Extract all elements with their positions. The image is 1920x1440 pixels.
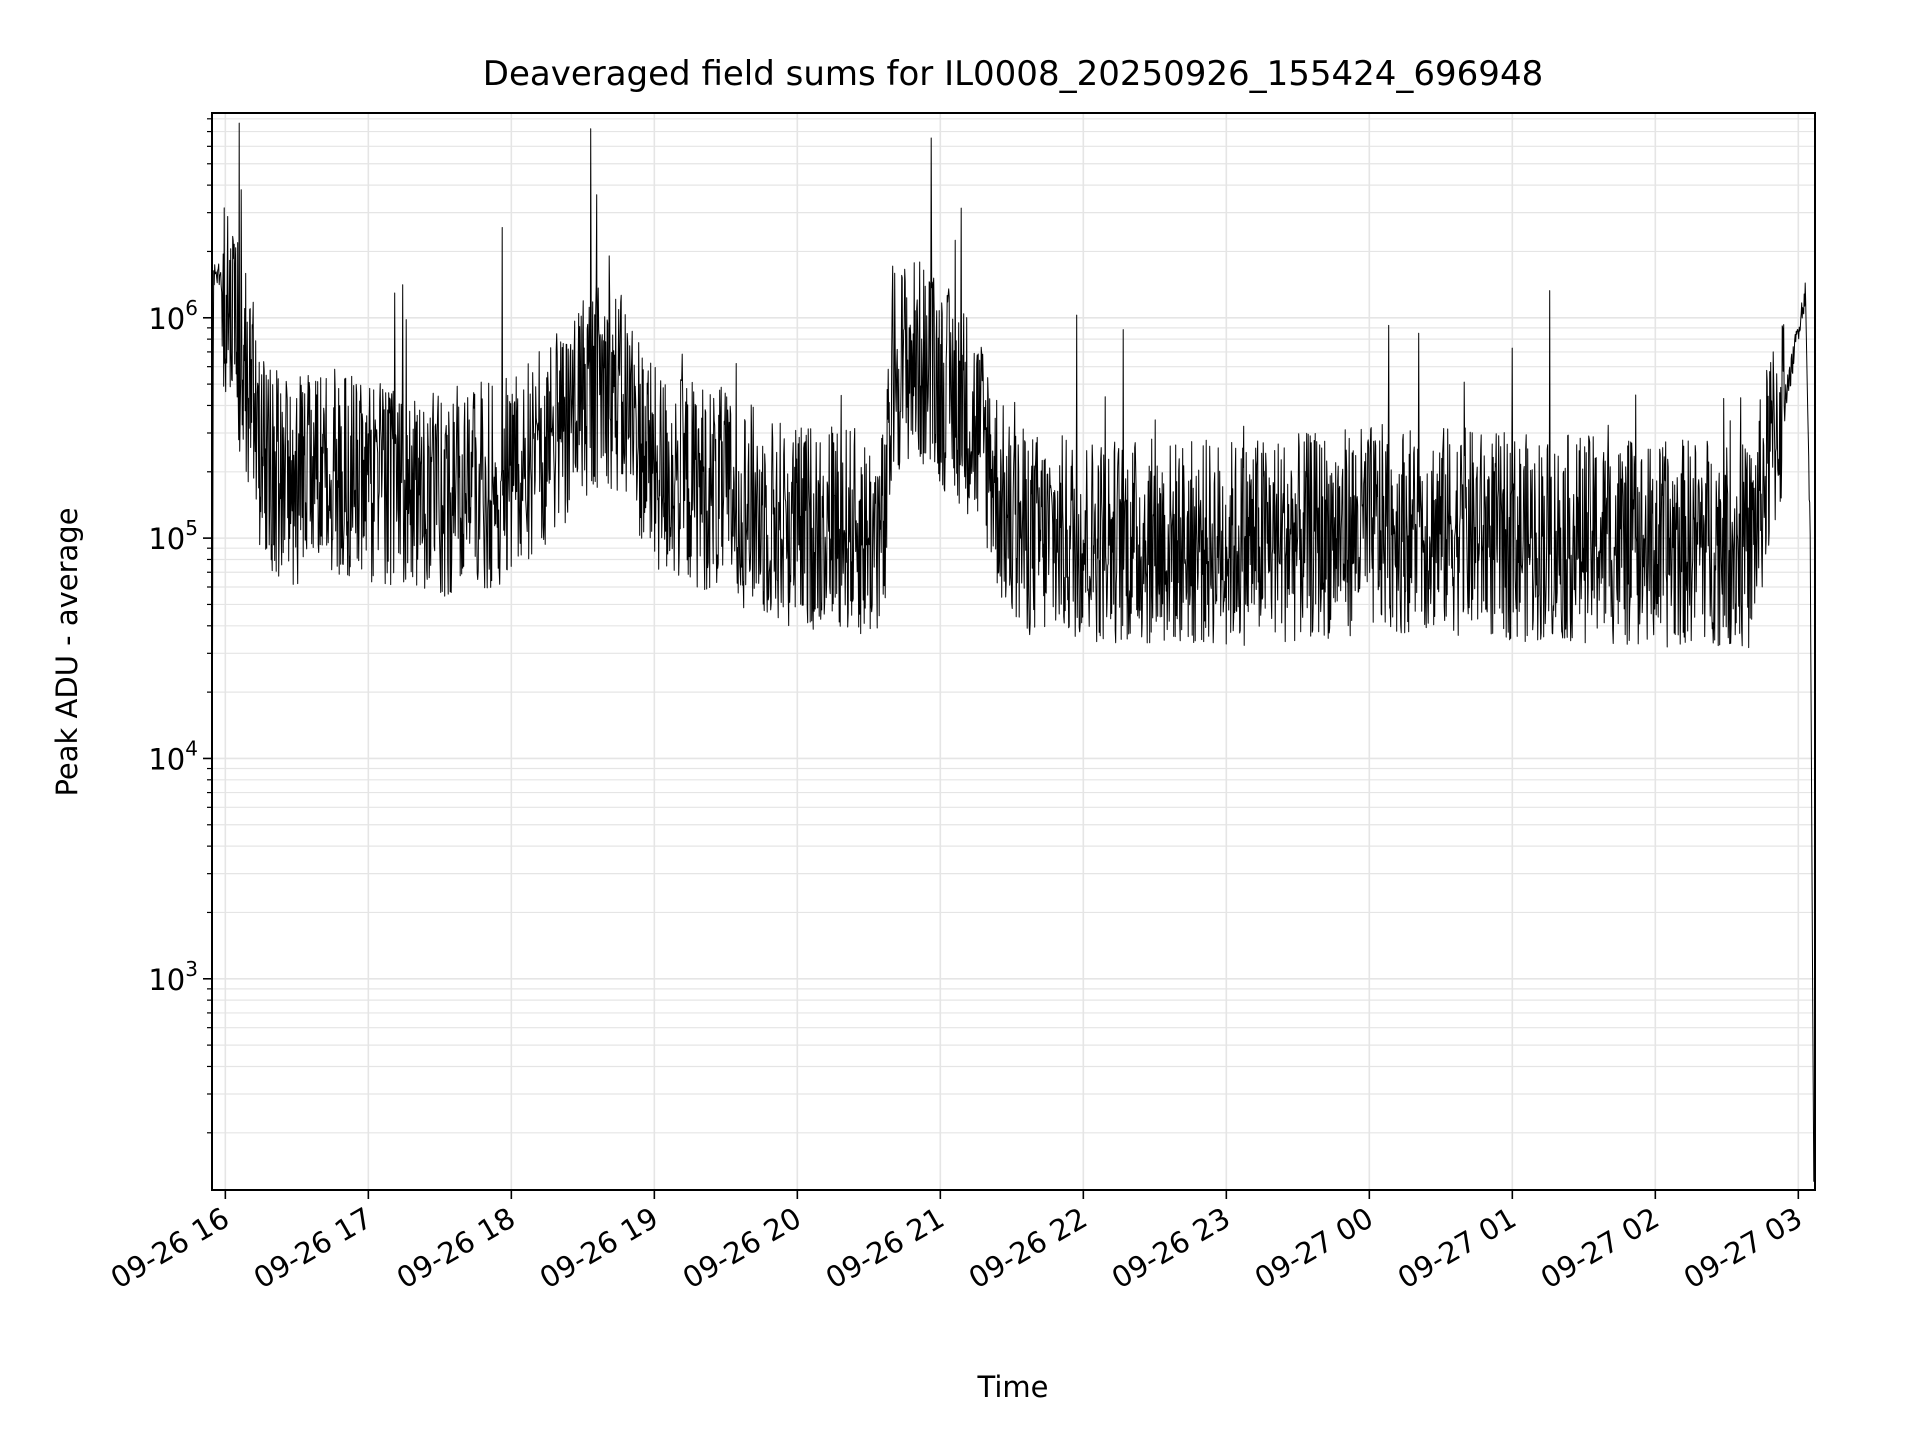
y-tick-base: 10 bbox=[148, 522, 185, 556]
chart-title: Deaveraged field sums for IL0008_2025092… bbox=[483, 54, 1543, 94]
y-tick-exponent: 4 bbox=[185, 736, 198, 760]
y-tick-label: 103 bbox=[148, 957, 198, 997]
plot-frame bbox=[211, 112, 1816, 1191]
grid bbox=[212, 113, 1815, 1190]
series-line bbox=[211, 122, 1815, 1182]
y-tick-label: 106 bbox=[148, 296, 198, 336]
y-tick-label: 105 bbox=[148, 516, 198, 556]
y-tick-exponent: 5 bbox=[185, 516, 198, 540]
y-tick-base: 10 bbox=[148, 302, 185, 336]
x-axis-label: Time bbox=[977, 1370, 1049, 1404]
y-axis-label: Peak ADU - average bbox=[50, 507, 84, 796]
y-tick-exponent: 3 bbox=[185, 957, 198, 981]
y-tick-base: 10 bbox=[148, 742, 185, 776]
y-tick-label: 104 bbox=[148, 736, 198, 776]
y-tick-base: 10 bbox=[148, 963, 185, 997]
y-tick-exponent: 6 bbox=[185, 296, 198, 320]
